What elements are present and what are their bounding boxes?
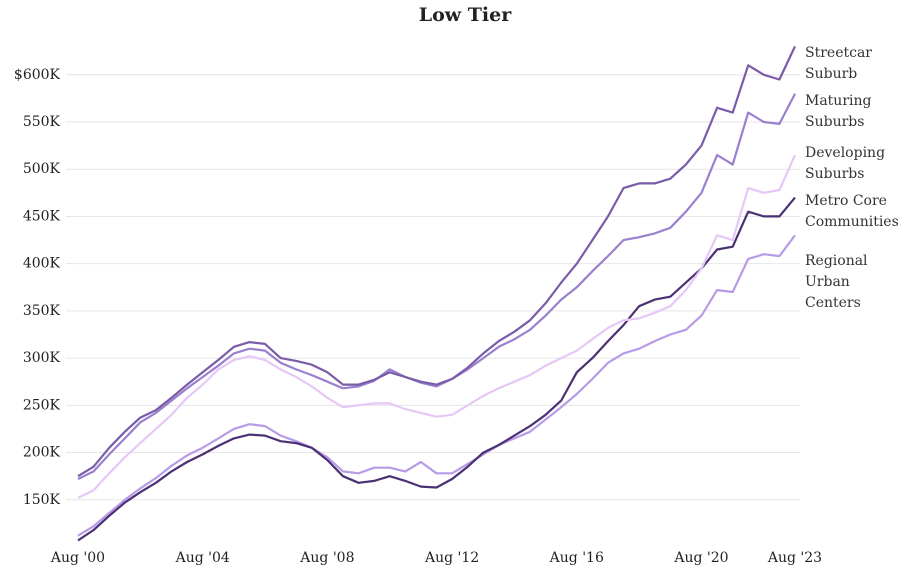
x-tick-label: Aug '16 [549,550,604,566]
series-line [77,196,796,542]
y-tick-label: 350K [23,303,61,319]
series-line [77,234,796,537]
x-tick-label: Aug '00 [50,550,105,566]
y-tick-label: 200K [23,445,61,461]
y-tick-label: $600K [14,67,61,83]
y-tick-label: 500K [23,161,61,177]
x-tick-label: Aug '08 [299,550,354,566]
y-tick-label: 450K [23,208,61,224]
x-tick-label: Aug '12 [424,550,479,566]
legend-label: Metro Core Communities [805,193,899,230]
y-tick-label: 400K [23,256,61,272]
legend-label: Streetcar Suburb [805,45,872,82]
series-line [77,93,796,480]
y-tick-label: 550K [23,114,61,130]
y-tick-label: 250K [23,397,61,413]
series-line [77,154,797,499]
legend-label: Maturing Suburbs [805,93,872,130]
series-line [77,45,796,478]
y-tick-label: 150K [23,492,61,508]
x-tick-label: Aug '23 [767,550,822,566]
x-tick-label: Aug '20 [673,550,728,566]
x-tick-label: Aug '04 [175,550,230,566]
legend-label: Regional Urban Centers [805,253,868,311]
legend-label: Developing Suburbs [805,145,886,182]
chart-title: Low Tier [419,4,512,26]
y-tick-label: 300K [23,350,61,366]
